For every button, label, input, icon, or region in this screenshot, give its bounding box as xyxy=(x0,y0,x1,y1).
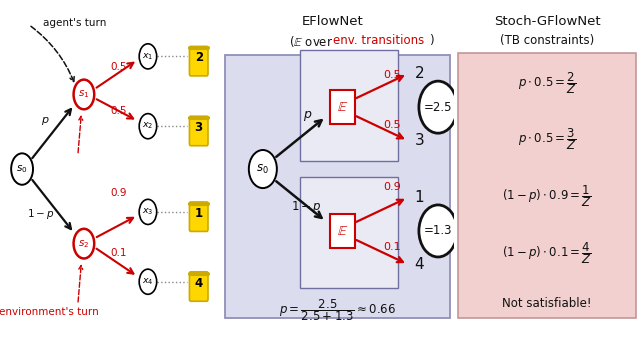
Text: $p$: $p$ xyxy=(41,115,49,127)
FancyBboxPatch shape xyxy=(189,202,208,231)
Text: =2.5: =2.5 xyxy=(424,101,452,114)
Text: 3: 3 xyxy=(415,133,424,148)
Text: $1-p$: $1-p$ xyxy=(27,207,54,221)
FancyBboxPatch shape xyxy=(300,177,398,288)
Text: ): ) xyxy=(429,34,433,47)
FancyBboxPatch shape xyxy=(330,214,355,248)
Text: 0.1: 0.1 xyxy=(110,248,126,258)
FancyBboxPatch shape xyxy=(225,55,450,318)
FancyBboxPatch shape xyxy=(189,272,208,301)
Text: 2: 2 xyxy=(195,51,203,65)
Text: 1: 1 xyxy=(195,207,203,220)
Text: $s_2$: $s_2$ xyxy=(78,238,90,249)
Text: agent's turn: agent's turn xyxy=(44,18,107,28)
Circle shape xyxy=(249,150,277,188)
Text: $p$: $p$ xyxy=(303,109,312,123)
Text: 0.5: 0.5 xyxy=(110,62,126,72)
Text: 4: 4 xyxy=(195,277,203,290)
Circle shape xyxy=(11,153,33,185)
Circle shape xyxy=(74,80,94,109)
Text: $s_1$: $s_1$ xyxy=(78,89,90,100)
Text: 0.5: 0.5 xyxy=(383,70,401,80)
Text: env. transitions: env. transitions xyxy=(333,34,424,47)
FancyBboxPatch shape xyxy=(458,53,636,318)
Text: $\mathbb{E}$: $\mathbb{E}$ xyxy=(337,224,348,238)
Text: $(1-p) \cdot 0.9 = \dfrac{1}{Z}$: $(1-p) \cdot 0.9 = \dfrac{1}{Z}$ xyxy=(502,183,592,209)
Text: 3: 3 xyxy=(195,121,203,134)
FancyBboxPatch shape xyxy=(189,116,208,146)
Circle shape xyxy=(139,199,157,225)
Text: 4: 4 xyxy=(415,257,424,272)
Text: $p = \dfrac{2.5}{2.5+1.3} \approx 0.66$: $p = \dfrac{2.5}{2.5+1.3} \approx 0.66$ xyxy=(279,297,396,323)
FancyBboxPatch shape xyxy=(189,47,208,76)
Text: $x_2$: $x_2$ xyxy=(142,121,154,131)
Circle shape xyxy=(139,114,157,139)
Text: 0.9: 0.9 xyxy=(110,188,126,198)
Text: $x_1$: $x_1$ xyxy=(142,51,154,62)
Text: $s_0$: $s_0$ xyxy=(257,162,269,176)
Text: $p \cdot 0.5 = \dfrac{2}{Z}$: $p \cdot 0.5 = \dfrac{2}{Z}$ xyxy=(518,70,577,96)
Text: =1.3: =1.3 xyxy=(424,225,452,237)
Circle shape xyxy=(139,44,157,69)
Text: $\mathbb{E}$: $\mathbb{E}$ xyxy=(337,100,348,114)
FancyBboxPatch shape xyxy=(330,90,355,124)
Text: 1: 1 xyxy=(415,190,424,205)
Text: 2: 2 xyxy=(415,66,424,81)
Text: ($\mathbb{E}$ over: ($\mathbb{E}$ over xyxy=(289,34,333,49)
Text: $(1-p) \cdot 0.1 = \dfrac{4}{Z}$: $(1-p) \cdot 0.1 = \dfrac{4}{Z}$ xyxy=(502,240,592,266)
Text: Not satisfiable!: Not satisfiable! xyxy=(502,297,592,310)
Text: 0.5: 0.5 xyxy=(383,120,401,130)
Text: environment's turn: environment's turn xyxy=(0,307,99,317)
Text: 0.9: 0.9 xyxy=(383,182,401,192)
Text: $x_4$: $x_4$ xyxy=(142,276,154,287)
Text: EFlowNet: EFlowNet xyxy=(302,15,364,28)
Text: $p \cdot 0.5 = \dfrac{3}{Z}$: $p \cdot 0.5 = \dfrac{3}{Z}$ xyxy=(518,126,577,152)
Text: $s_0$: $s_0$ xyxy=(16,163,28,175)
Text: (TB constraints): (TB constraints) xyxy=(500,34,595,47)
Text: $1-p$: $1-p$ xyxy=(291,199,322,215)
Text: $x_3$: $x_3$ xyxy=(142,207,154,217)
Text: Stoch-GFlowNet: Stoch-GFlowNet xyxy=(494,15,600,28)
Circle shape xyxy=(74,229,94,258)
Text: 0.1: 0.1 xyxy=(383,242,401,252)
FancyBboxPatch shape xyxy=(300,50,398,161)
Circle shape xyxy=(419,205,457,257)
Text: 0.5: 0.5 xyxy=(110,107,126,117)
Circle shape xyxy=(419,81,457,133)
Circle shape xyxy=(139,269,157,294)
